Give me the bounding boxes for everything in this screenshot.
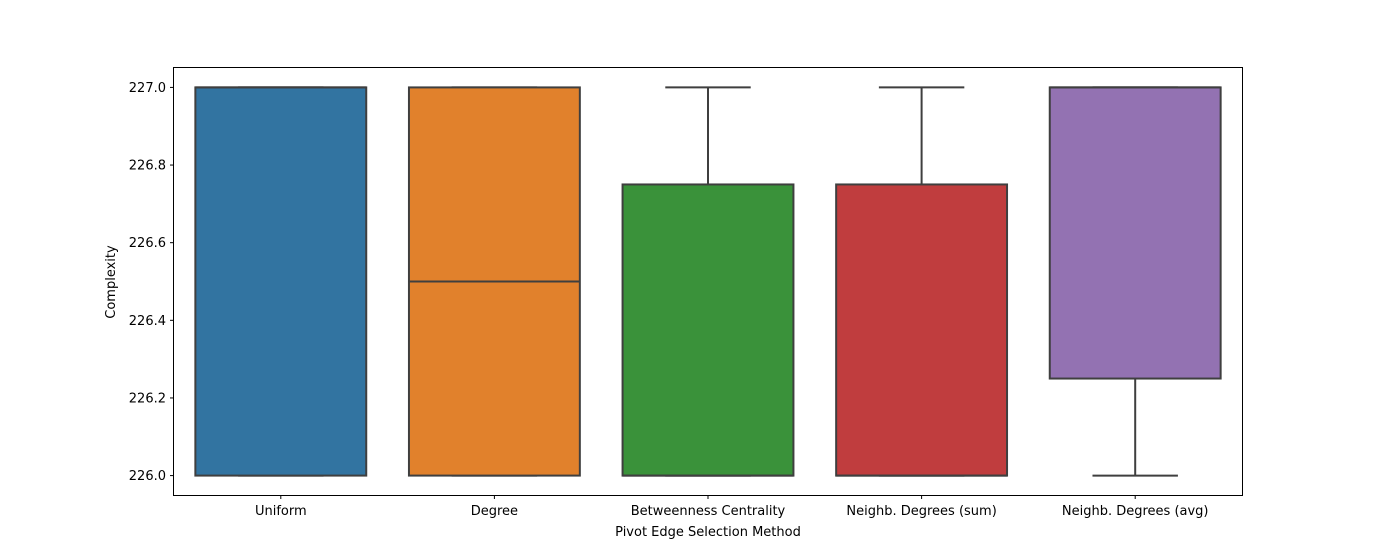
y-tick-label: 226.8 — [129, 159, 166, 174]
y-tick-label: 227.0 — [129, 81, 166, 96]
x-tick-label: Degree — [471, 504, 518, 519]
box-1 — [194, 86, 368, 477]
box-3 — [621, 183, 795, 477]
y-axis-label: Complexity — [104, 245, 119, 319]
box-4 — [835, 183, 1009, 477]
box-5 — [1048, 86, 1222, 380]
x-tick-label: Uniform — [255, 504, 307, 519]
box-group-4 — [835, 86, 1009, 477]
boxes-layer — [194, 86, 1222, 477]
y-tick-label: 226.0 — [129, 469, 166, 484]
y-tick-label: 226.6 — [129, 236, 166, 251]
x-axis: Uniform Degree Betweenness Centrality Neigh… — [255, 495, 1209, 519]
box-group-1 — [194, 86, 368, 477]
x-tick-label: Neighb. Degrees (avg) — [1062, 504, 1209, 519]
box-group-3 — [621, 86, 795, 477]
x-axis-label: Pivot Edge Selection Method — [615, 525, 801, 540]
x-tick-label: Neighb. Degrees (sum) — [846, 504, 996, 519]
x-tick-label: Betweenness Centrality — [631, 504, 786, 519]
box-group-5 — [1048, 86, 1222, 477]
box-group-2 — [407, 86, 581, 477]
y-tick-label: 226.2 — [129, 391, 166, 406]
y-tick-label: 226.4 — [129, 314, 166, 329]
y-axis: 226.0 226.2 226.4 226.6 226.8 227.0 — [129, 81, 174, 484]
